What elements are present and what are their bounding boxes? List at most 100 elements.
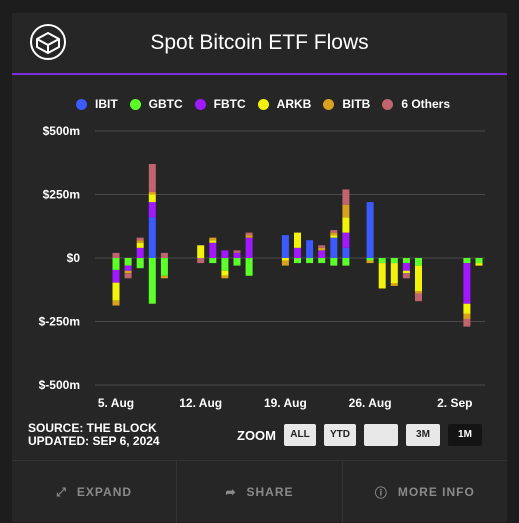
legend-marker [76, 98, 87, 110]
bar-segment-bitb [390, 283, 398, 286]
legend-item-gbtc[interactable]: GBTC [129, 97, 183, 111]
legend-label: FBTC [213, 97, 246, 111]
source-info: SOURCE: THE BLOCK UPDATED: SEP 6, 2024 [28, 422, 160, 448]
chart-title: Spot Bitcoin ETF Flows [150, 31, 369, 54]
bar-segment-arkb [475, 263, 483, 266]
bar-segment-fbtc [233, 252, 241, 258]
bar-segment-arkb [281, 258, 289, 261]
bar-segment-arkb [330, 235, 338, 238]
bar-segment-gbtc [306, 258, 314, 264]
more-info-button[interactable]: ⓘ MORE INFO [343, 461, 507, 523]
card-footer: ⤢ EXPAND ➦ SHARE ⓘ MORE INFO [12, 460, 507, 523]
bar-segment-gbtc [209, 258, 217, 264]
legend-item-arkb[interactable]: ARKB [257, 97, 312, 111]
bar-segment-arkb [148, 194, 156, 203]
bar-segment-gbtc [245, 258, 253, 276]
bar-segment-bitb [124, 270, 132, 274]
bar-segment-6-others [245, 232, 253, 236]
x-tick-label: 5. Aug [98, 396, 134, 410]
legend-item-ibit[interactable]: IBIT [76, 97, 118, 111]
bar-segment-arkb [415, 265, 422, 292]
bar-segment-gbtc [415, 258, 422, 266]
bar-segment-6-others [148, 164, 156, 192]
zoom-ytd-button[interactable]: YTD [324, 424, 356, 446]
zoom-3m-button[interactable]: 3M [406, 424, 440, 446]
bar-segment-bitb [342, 204, 350, 218]
more-info-label: MORE INFO [397, 485, 475, 499]
source-line: SOURCE: THE BLOCK [28, 421, 157, 435]
bar-segment-bitb [463, 313, 471, 319]
legend-item-6-others[interactable]: 6 Others [382, 97, 450, 111]
bar-segment-ibit [148, 217, 156, 258]
bar-segment-bitb [366, 260, 374, 264]
legend-label: ARKB [276, 97, 312, 111]
bar-segment-fbtc [294, 247, 301, 258]
zoom-blank-button[interactable] [364, 424, 398, 446]
bar-segment-ibit [366, 202, 374, 258]
bar-segment-arkb [197, 245, 205, 258]
bar-segment-arkb [209, 240, 217, 243]
bar-segment-fbtc [124, 265, 132, 271]
legend-marker [382, 98, 394, 110]
bar-segment-fbtc [245, 237, 253, 258]
bar-segment-bitb [160, 275, 168, 279]
bar-segment-6-others [342, 189, 350, 205]
bar-segment-6-others [112, 252, 120, 258]
bar-segment-gbtc [330, 258, 338, 266]
legend-marker [257, 98, 269, 110]
bar-segment-arkb [378, 263, 386, 289]
bar-segment-gbtc [221, 258, 229, 271]
bar-segment-fbtc [112, 269, 120, 283]
share-label: SHARE [246, 485, 294, 499]
bar-segment-gbtc [124, 258, 132, 266]
accent-divider [12, 73, 507, 75]
bar-segment-gbtc [136, 258, 144, 269]
bar-segment-bitb [245, 235, 253, 238]
zoom-controls: ZOOM ALL YTD 3M 1M [237, 424, 490, 446]
legend-marker [194, 98, 206, 110]
zoom-1m-button[interactable]: 1M [448, 424, 482, 446]
y-tick-label: $0 [67, 251, 81, 265]
legend-label: GBTC [148, 97, 183, 111]
bar-segment-gbtc [463, 258, 471, 264]
x-tick-label: 12. Aug [179, 396, 222, 410]
bar-segment-bitb [209, 237, 217, 241]
legend-marker [129, 98, 141, 110]
legend-item-bitb[interactable]: BITB [323, 97, 370, 111]
share-button[interactable]: ➦ SHARE [177, 461, 343, 523]
bar-segment-bitb [415, 291, 422, 294]
legend-item-fbtc[interactable]: FBTC [194, 97, 246, 111]
bar-segment-bitb [330, 232, 338, 236]
bar-segment-fbtc [318, 250, 326, 258]
legend-label: 6 Others [401, 97, 451, 111]
bar-segment-fbtc [221, 250, 229, 258]
bar-segment-6-others [330, 230, 338, 233]
x-tick-label: 19. Aug [264, 396, 307, 410]
y-tick-label: $500m [43, 124, 80, 138]
bar-segment-gbtc [342, 258, 350, 266]
bar-segment-gbtc [148, 258, 156, 304]
bar-segment-bitb [318, 247, 326, 251]
the-block-logo-icon [30, 24, 66, 60]
bar-segment-fbtc [136, 247, 144, 258]
bar-segment-gbtc [294, 258, 301, 264]
legend-label: BITB [342, 97, 371, 111]
bar-segment-ibit [306, 240, 314, 258]
bar-segment-arkb [463, 303, 471, 314]
bar-segment-6-others [415, 293, 422, 302]
zoom-label: ZOOM [237, 427, 276, 443]
bar-segment-fbtc [342, 232, 350, 248]
bar-segment-gbtc [390, 258, 398, 264]
bar-segment-arkb [112, 282, 120, 301]
bar-segment-gbtc [318, 258, 326, 264]
share-arrow-icon: ➦ [225, 485, 237, 499]
bar-segment-bitb [221, 275, 229, 279]
bar-segment-fbtc [402, 263, 410, 271]
legend-label: IBIT [95, 97, 118, 111]
info-icon: ⓘ [374, 485, 388, 500]
zoom-all-button[interactable]: ALL [284, 424, 316, 446]
expand-button[interactable]: ⤢ EXPAND [12, 461, 178, 523]
bar-segment-6-others [463, 318, 471, 327]
bar-segment-bitb [136, 240, 144, 243]
bar-segment-fbtc [463, 263, 471, 304]
